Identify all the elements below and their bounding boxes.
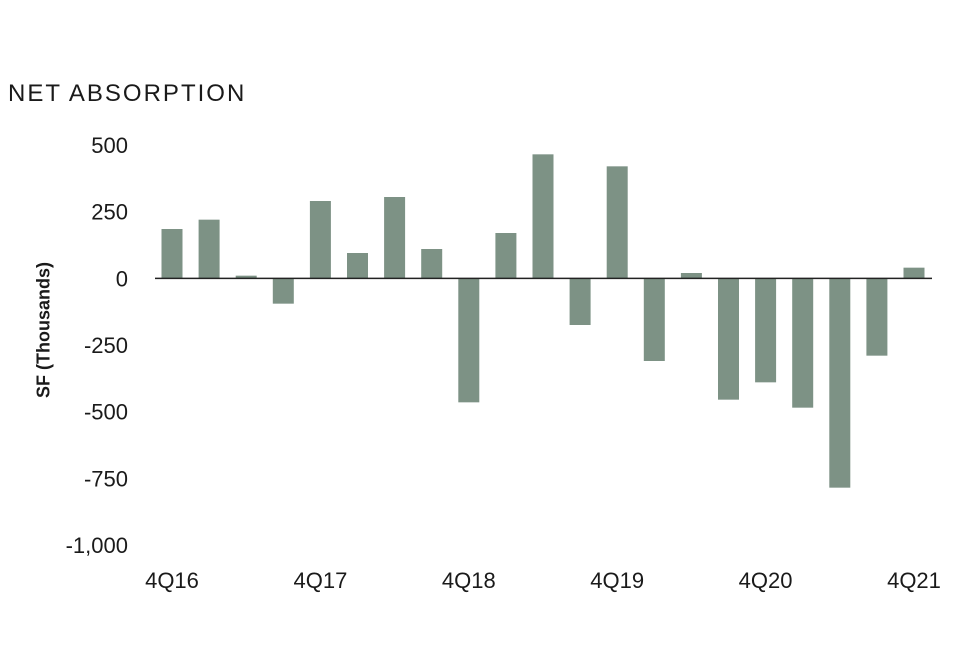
bar-3Q18: [421, 249, 443, 279]
bar-4Q18: [458, 278, 480, 403]
bar-3Q17: [272, 278, 294, 304]
bar-2Q20: [680, 273, 702, 279]
bar-4Q21: [903, 267, 925, 279]
y-tick-label: 500: [91, 133, 128, 158]
x-tick-label: 4Q18: [442, 568, 496, 593]
x-tick-label: 4Q19: [590, 568, 644, 593]
bar-1Q21: [792, 278, 814, 408]
bar-2Q19: [532, 154, 554, 279]
x-tick-label: 4Q20: [739, 568, 793, 593]
bar-4Q16: [161, 229, 183, 279]
bar-4Q19: [606, 166, 628, 279]
chart-title: NET ABSORPTION: [8, 80, 247, 107]
bar-4Q20: [755, 278, 777, 383]
bar-1Q19: [495, 233, 517, 279]
bar-3Q20: [718, 278, 739, 400]
bar-2Q18: [384, 197, 406, 279]
bar-3Q21: [866, 278, 888, 356]
y-tick-label: -250: [84, 333, 128, 358]
bar-1Q20: [643, 278, 665, 361]
x-tick-label: 4Q21: [887, 568, 941, 593]
x-tick-label: 4Q16: [145, 568, 199, 593]
bar-3Q19: [569, 278, 591, 325]
bar-2Q21: [829, 278, 851, 488]
x-tick-label: 4Q17: [293, 568, 347, 593]
y-tick-label: -500: [84, 400, 128, 425]
y-tick-label: -1,000: [66, 533, 128, 558]
bar-2Q17: [235, 275, 257, 279]
y-tick-label: 250: [91, 200, 128, 225]
bar-4Q17: [309, 201, 331, 279]
bar-1Q17: [198, 219, 220, 279]
y-tick-label: -750: [84, 466, 128, 491]
bar-1Q18: [347, 253, 368, 279]
y-tick-label: 0: [116, 266, 128, 291]
